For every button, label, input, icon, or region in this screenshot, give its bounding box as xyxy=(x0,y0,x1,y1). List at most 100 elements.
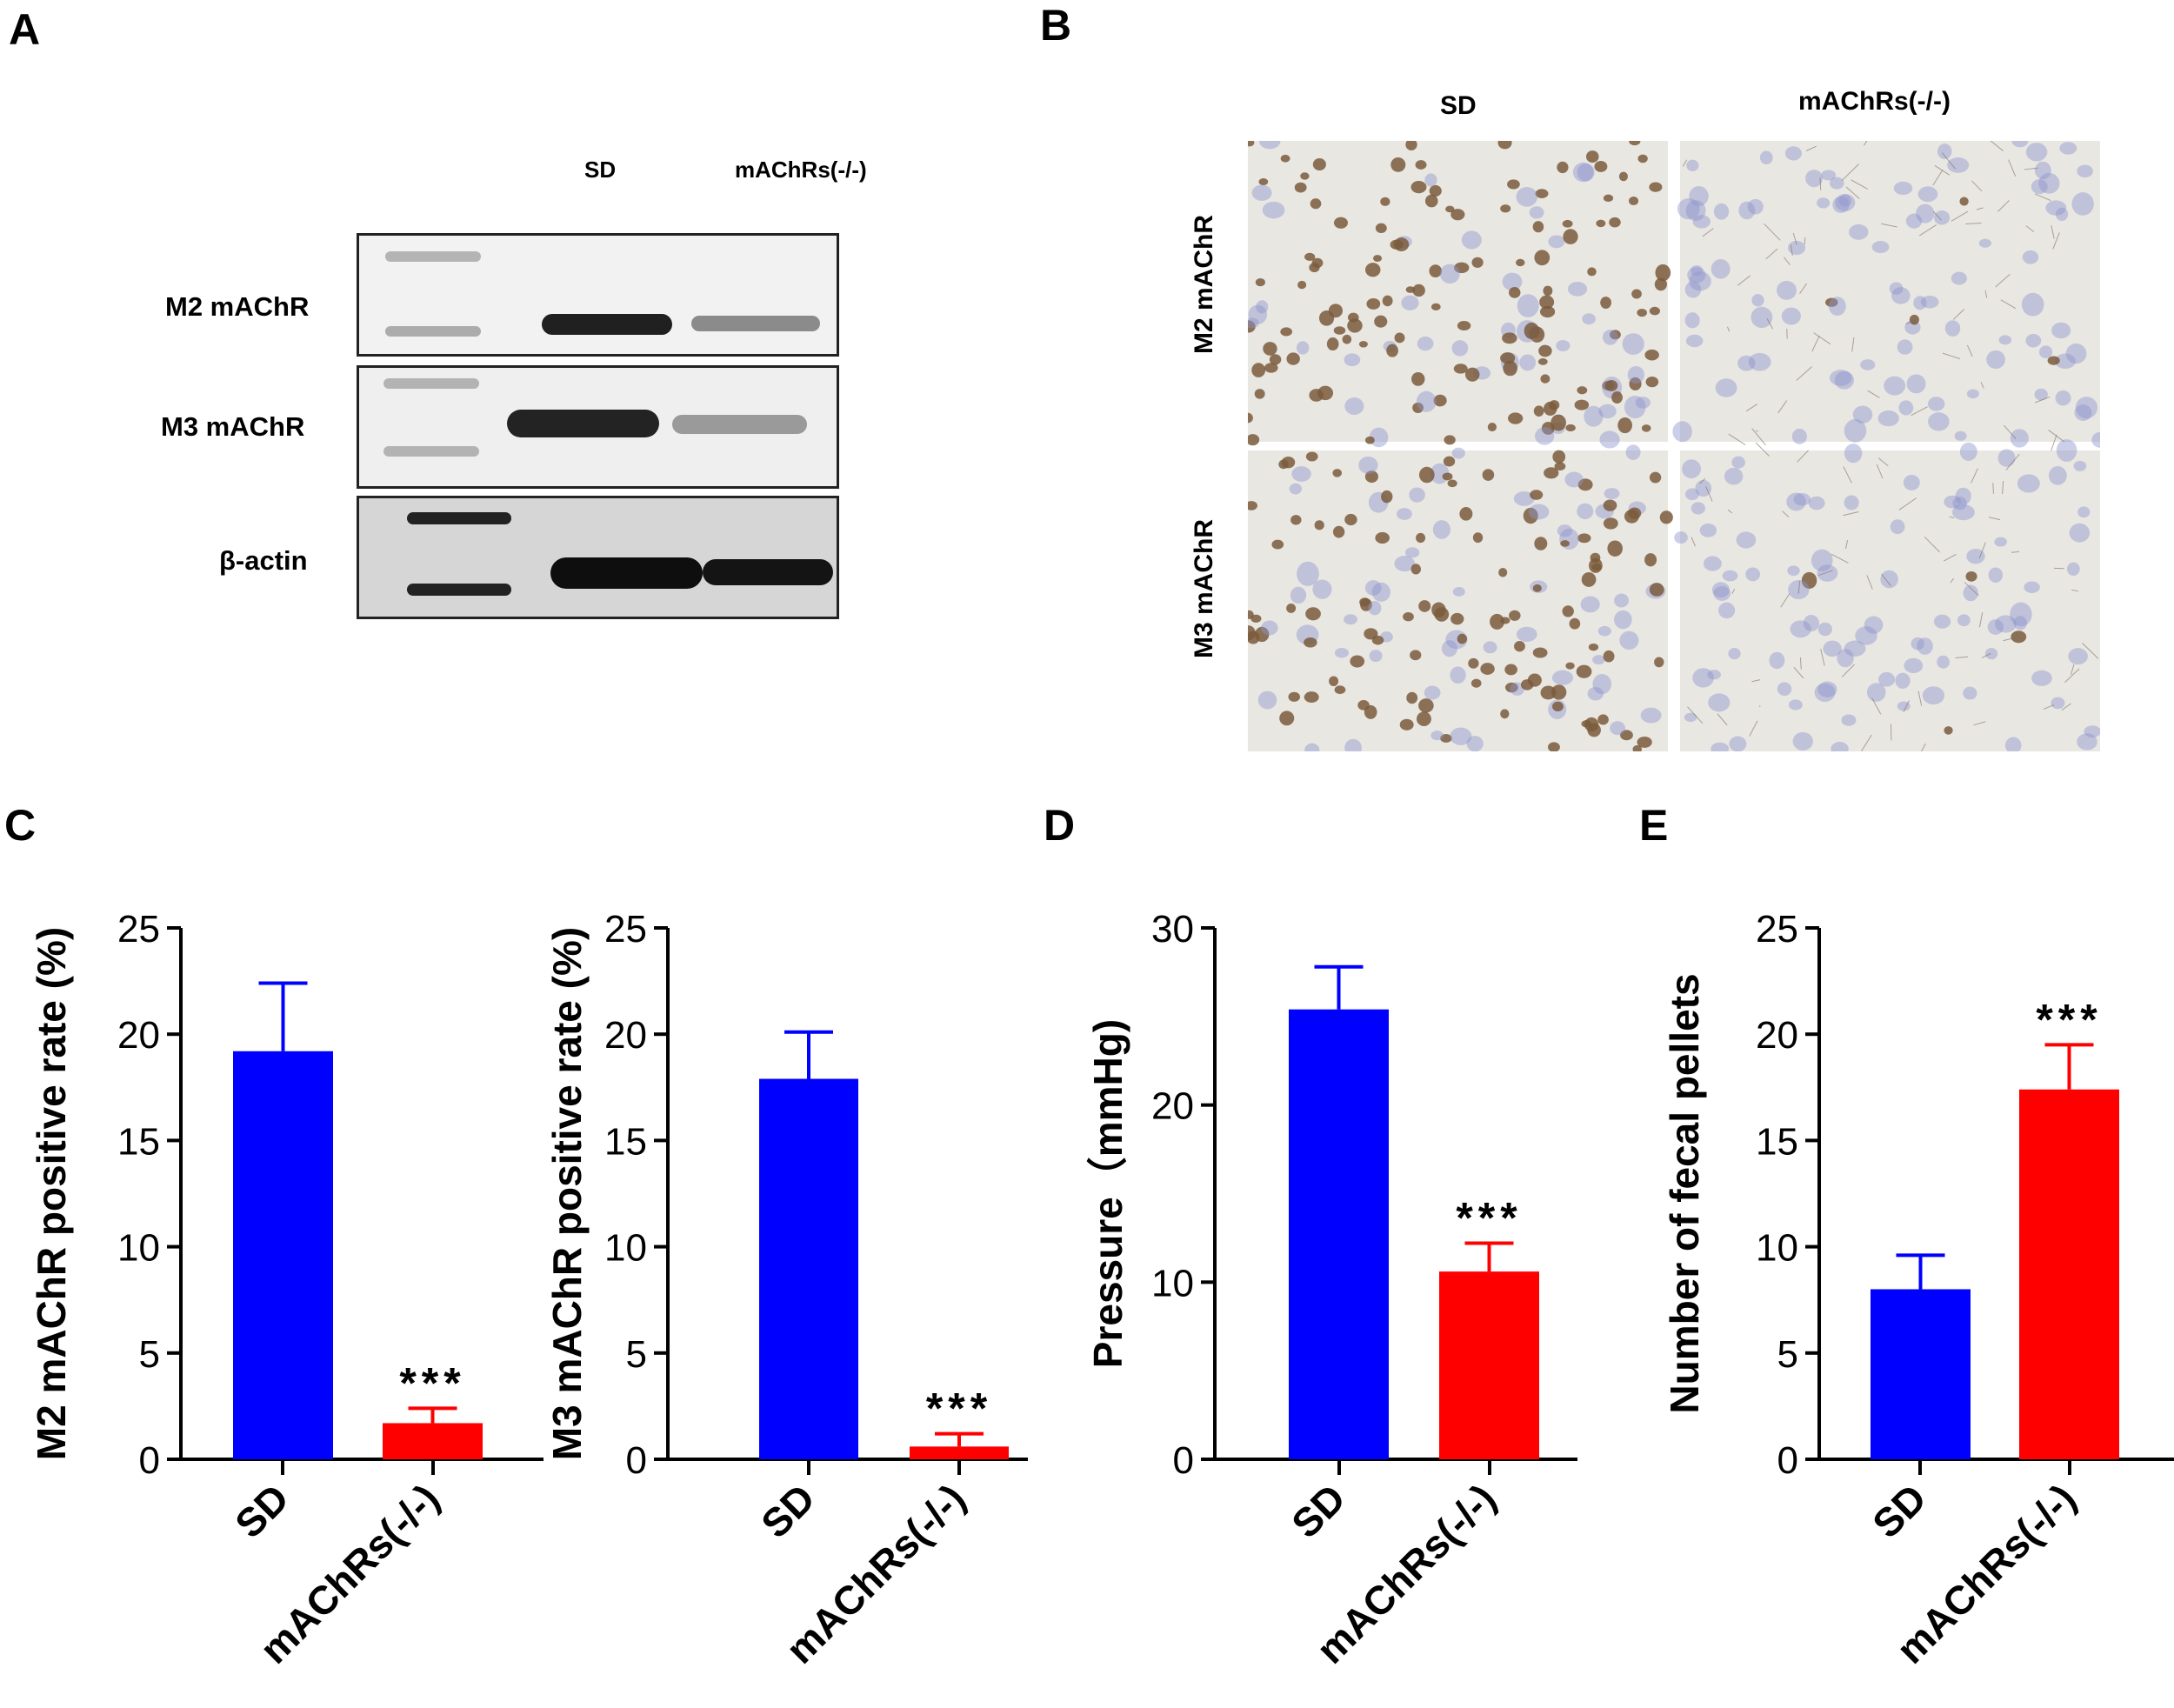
cell-nucleus xyxy=(1877,410,1899,427)
cell-nucleus xyxy=(1581,720,1592,728)
x-tick-label: SD xyxy=(752,1475,824,1546)
cell-nucleus xyxy=(1280,327,1292,337)
cell-nucleus xyxy=(1529,206,1544,219)
cell-nucleus xyxy=(1841,714,1857,726)
cell-nucleus xyxy=(1369,427,1389,448)
cell-nucleus xyxy=(1835,193,1856,211)
cell-nucleus xyxy=(1631,289,1642,299)
cell-nucleus xyxy=(1532,221,1544,233)
cell-nucleus xyxy=(1577,503,1594,520)
significance-marker: *** xyxy=(926,1384,992,1433)
cell-nucleus xyxy=(1457,633,1467,644)
cell-nucleus xyxy=(1453,364,1468,374)
fiber-strand xyxy=(2071,664,2075,675)
cell-nucleus xyxy=(2054,353,2076,370)
cell-nucleus xyxy=(1711,582,1731,598)
cell-nucleus xyxy=(1692,215,1711,229)
cell-nucleus xyxy=(1592,655,1605,665)
cell-nucleus xyxy=(1333,217,1349,229)
cell-nucleus xyxy=(1375,531,1390,544)
fiber-strand xyxy=(2024,167,2038,170)
cell-nucleus xyxy=(1562,605,1574,617)
fiber-strand xyxy=(2008,159,2017,177)
cell-nucleus xyxy=(2055,207,2069,222)
cell-nucleus xyxy=(1524,322,1540,340)
fiber-strand xyxy=(1918,224,1937,237)
y-tick-label: 5 xyxy=(1777,1333,1798,1376)
cell-nucleus xyxy=(1618,171,1628,182)
cell-nucleus xyxy=(1808,496,1825,510)
cell-nucleus xyxy=(1600,297,1611,309)
cell-nucleus xyxy=(1787,565,1800,577)
fiber-strand xyxy=(1792,232,1797,245)
fiber-strand xyxy=(1717,713,1728,726)
cell-nucleus xyxy=(1811,549,1833,572)
cell-nucleus xyxy=(1509,610,1521,621)
cell-nucleus xyxy=(1390,157,1406,172)
cell-nucleus xyxy=(1551,670,1574,685)
ihc-column-sd: SD xyxy=(1440,91,1477,120)
cell-nucleus xyxy=(1817,622,1832,637)
cell-nucleus xyxy=(1713,203,1730,220)
cell-nucleus xyxy=(1685,200,1706,222)
cell-nucleus xyxy=(2048,466,2067,485)
cell-nucleus xyxy=(1502,332,1517,344)
fiber-strand xyxy=(1843,466,1852,484)
cell-nucleus xyxy=(1342,334,1352,344)
panel-label-e: E xyxy=(1639,801,1669,850)
cell-nucleus xyxy=(1365,263,1381,277)
cell-nucleus xyxy=(1998,335,2012,345)
fiber-strand xyxy=(2003,424,2017,440)
cell-nucleus xyxy=(1844,444,1863,464)
cell-nucleus xyxy=(1577,163,1595,182)
fiber-strand xyxy=(1783,257,1791,265)
cell-nucleus xyxy=(1483,641,1497,654)
fiber-strand xyxy=(1790,244,1793,257)
cell-nucleus xyxy=(1649,182,1663,192)
cell-nucleus xyxy=(1844,640,1866,657)
cell-nucleus xyxy=(1304,252,1316,262)
cell-nucleus xyxy=(1860,359,1876,370)
blot-column-sd: SD xyxy=(584,157,617,183)
fiber-strand xyxy=(1687,706,1704,724)
cell-nucleus xyxy=(2013,616,2028,630)
cell-nucleus xyxy=(1978,238,1991,248)
cell-nucleus xyxy=(1510,682,1525,696)
cell-nucleus xyxy=(1364,436,1375,444)
cell-nucleus xyxy=(1655,264,1671,282)
cell-nucleus xyxy=(1672,421,1692,443)
fiber-strand xyxy=(1758,705,1761,708)
cell-nucleus xyxy=(1640,707,1662,724)
y-tick-label: 25 xyxy=(604,908,647,951)
fiber-strand xyxy=(1737,275,1751,286)
cell-nucleus xyxy=(1487,422,1497,432)
cell-nucleus xyxy=(1291,466,1311,482)
cell-nucleus xyxy=(1609,217,1621,228)
cell-nucleus xyxy=(2051,697,2065,710)
cell-nucleus xyxy=(1603,499,1617,511)
cell-nucleus xyxy=(1344,397,1364,415)
cell-nucleus xyxy=(1913,296,1927,310)
cell-nucleus xyxy=(1517,294,1539,317)
blot-row-m2: M2 mAChR xyxy=(165,291,310,322)
cell-nucleus xyxy=(1829,177,1844,190)
fiber-strand xyxy=(1992,483,1994,494)
fiber-strand xyxy=(1950,577,1955,584)
cell-nucleus xyxy=(2022,250,2039,264)
cell-nucleus xyxy=(1784,146,1802,161)
cell-nucleus xyxy=(1418,600,1431,612)
cell-nucleus xyxy=(1262,201,1285,219)
cell-nucleus xyxy=(1591,564,1602,571)
cell-nucleus xyxy=(1597,625,1611,637)
cell-nucleus xyxy=(1695,479,1712,497)
fiber-strand xyxy=(1861,734,1872,751)
cell-nucleus xyxy=(1805,170,1824,188)
fiber-strand xyxy=(1782,510,1790,517)
cell-nucleus xyxy=(1890,519,1905,535)
cell-nucleus xyxy=(2077,164,2093,178)
cell-nucleus xyxy=(1381,490,1393,504)
fiber-strand xyxy=(2061,703,2071,711)
cell-nucleus xyxy=(1364,580,1382,596)
cell-nucleus xyxy=(1769,651,1785,670)
cell-nucleus xyxy=(1699,524,1717,537)
